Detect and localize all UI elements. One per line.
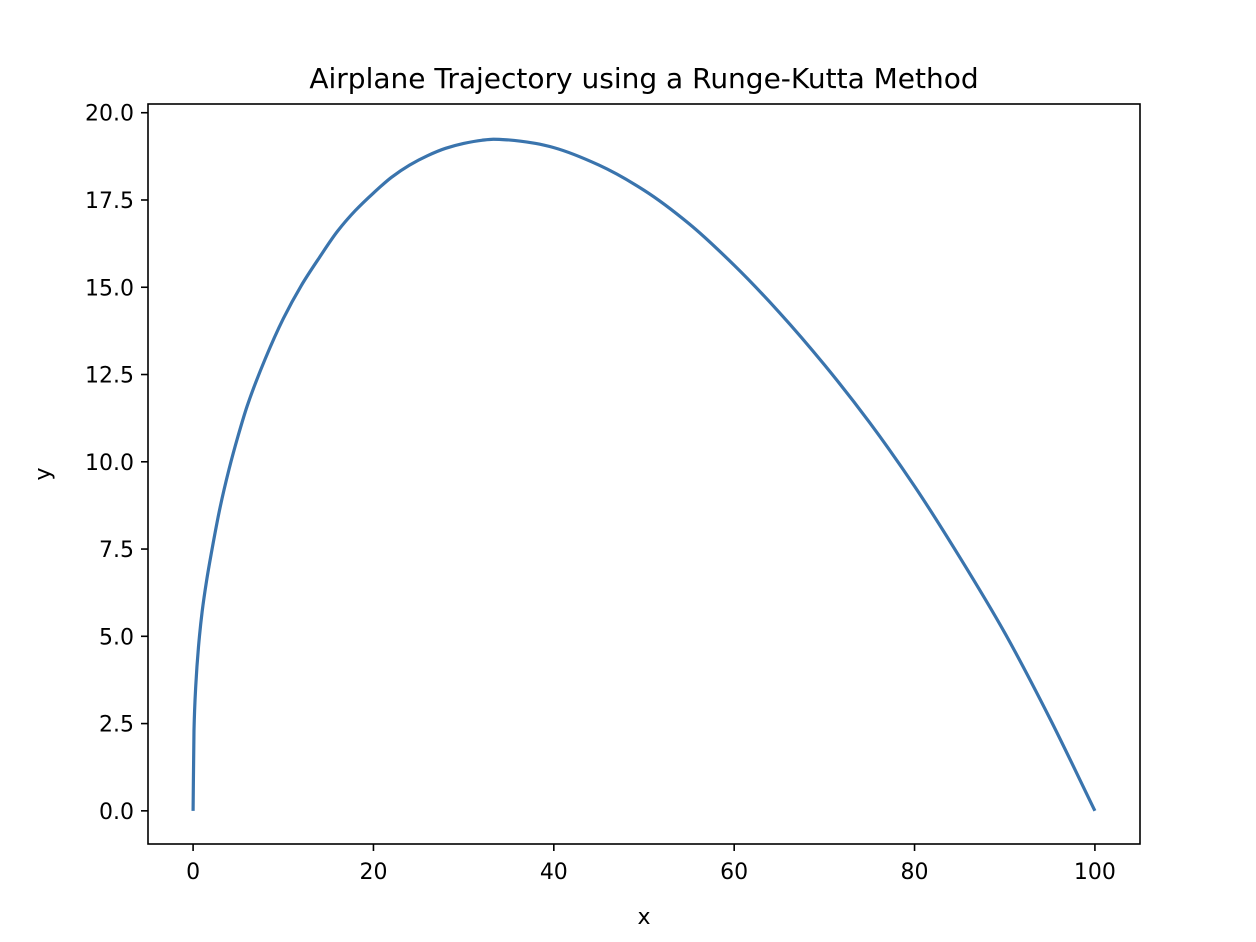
x-tick-label: 80: [901, 860, 929, 885]
y-tick-label: 15.0: [85, 276, 134, 301]
y-tick-label: 7.5: [99, 538, 134, 563]
y-axis: 0.0 2.5 5.0 7.5 10.0 12.5 15.0 17.5 20.0: [85, 102, 148, 825]
chart-title: Airplane Trajectory using a Runge-Kutta …: [309, 62, 978, 95]
series-layer: [191, 137, 1097, 812]
x-tick-label: 100: [1074, 860, 1116, 885]
x-tick-label: 0: [186, 860, 200, 885]
x-axis: 0 20 40 60 80 100: [186, 844, 1116, 885]
y-tick-label: 17.5: [85, 189, 134, 214]
y-tick-label: 0.0: [99, 800, 134, 825]
y-axis-label: y: [31, 467, 56, 480]
x-tick-label: 40: [540, 860, 568, 885]
trajectory-line: [191, 137, 1097, 812]
y-tick-label: 12.5: [85, 364, 134, 389]
x-axis-label: x: [637, 905, 650, 930]
y-tick-label: 10.0: [85, 451, 134, 476]
x-tick-label: 60: [720, 860, 748, 885]
y-tick-label: 20.0: [85, 102, 134, 127]
plot-frame: [147, 103, 1141, 845]
x-tick-label: 20: [359, 860, 387, 885]
y-tick-label: 2.5: [99, 713, 134, 738]
y-tick-label: 5.0: [99, 625, 134, 650]
